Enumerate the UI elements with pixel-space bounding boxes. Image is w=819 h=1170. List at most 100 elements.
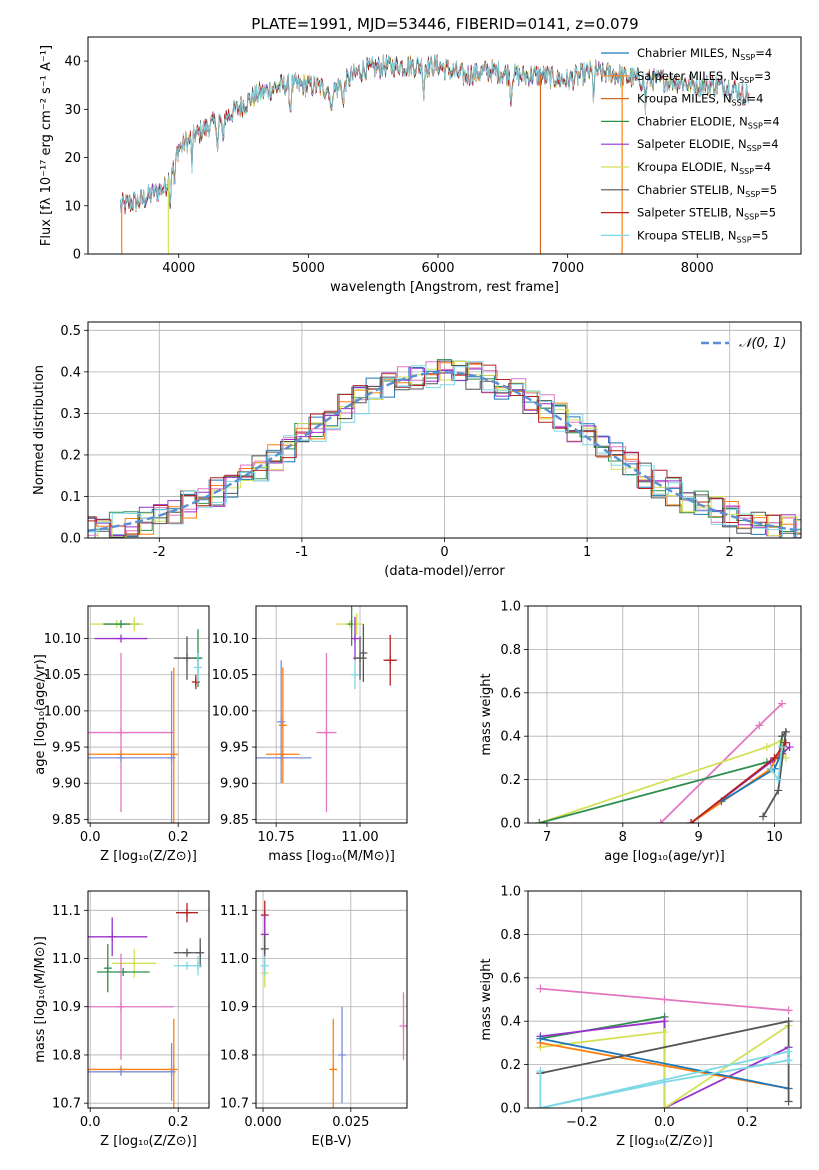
y-tick-label-1: 0.2 [500,1058,521,1073]
residuals-panel: -2 -1 0 1 2 0.0 0.1 0.2 0.3 0.4 0.5 (data-model)/er… [32,321,802,579]
y-tick-label-3: 0.3 [60,407,81,422]
y-axis-label: mass [log₁₀(M/M⊙)] [33,936,48,1063]
errorbar-point-13 [88,1067,174,1076]
mass-vs-metallicity-panel: 0.0 0.2 10.7 10.8 10.9 11.0 11.1 Z [log₁₀(Z/Z⊙)… [33,890,210,1149]
histogram-salpeter-elodie [88,367,801,538]
y-axis-label: age [log₁₀(age/yr)] [33,654,48,775]
errorbar-point-2 [94,634,148,643]
weight-marker-7-0 [536,1067,545,1076]
weight-marker-8-1 [784,1047,793,1056]
weight-line-7 [539,1059,789,1108]
weight-marker-2-1 [660,1017,669,1026]
legend-label-7: Salpeter STELIB, NSSP=5 [637,206,776,222]
errorbar-point-5 [103,944,112,993]
mass-vs-ebv-panel: 0.000 0.025 10.7 10.8 10.9 11.0 11.1 E(B-V) [220,890,408,1149]
errorbar-point-4 [112,948,157,978]
errorbar-point-5 [359,624,368,682]
y-tick-label-1: 9.90 [52,777,81,792]
y-tick-label-5: 1.0 [500,600,521,615]
y-tick-label-2: 0.4 [500,1015,521,1030]
axes-frame [527,605,802,824]
errorbar-point-3 [130,616,139,632]
errorbar-point-9 [88,953,174,1060]
axes-frame [87,36,802,255]
y-tick-label-2: 0.2 [60,448,81,463]
errorbar-point-6 [383,634,397,686]
y-tick-label-1: 10.8 [220,1048,249,1063]
weight-marker-8-0 [536,1104,545,1108]
errorbar-point-3 [196,938,205,968]
x-tick-label-0: 10.75 [258,830,295,845]
y-tick-label-2: 9.95 [52,741,81,756]
y-tick-label-1: 9.90 [220,777,249,792]
weight-marker-7-0 [687,819,696,823]
x-tick-label-0: 0.000 [244,1115,281,1130]
y-tick-label-2: 9.95 [220,741,249,756]
legend-label-5: Kroupa ELODIE, NSSP=4 [637,160,771,176]
weight-marker-6-1 [784,1017,793,1026]
weight-marker-3-3 [785,743,794,752]
x-axis-label: Z [log₁₀(Z/Z⊙)] [616,1134,713,1149]
x-tick-label-0: 4000 [162,261,195,276]
weight-line-1 [539,739,787,823]
y-tick-label-0: 9.85 [220,813,249,828]
legend-label-6: Chabrier STELIB, NSSP=5 [637,183,777,199]
y-tick-label-5: 1.0 [500,885,521,900]
errorbar-point-7 [399,992,407,1060]
errorbar-point-7 [350,660,359,690]
y-tick-label-3: 0.6 [500,971,521,986]
y-tick-label-3: 10.00 [44,704,81,719]
y-tick-label-5: 0.5 [60,324,81,339]
y-tick-label-4: 0.8 [500,928,521,943]
x-axis-label: mass [log₁₀(M/M⊙)] [268,849,395,864]
x-axis-label: E(B-V) [311,1134,351,1149]
histogram-kroupa-stelib [88,361,801,538]
axes-frame [87,321,802,539]
x-tick-label-0: 7 [543,830,551,845]
y-tick-label-3: 11.0 [52,952,81,967]
y-tick-label-3: 11.0 [220,952,249,967]
x-tick-label-1: 8 [619,830,627,845]
y-tick-label-4: 40 [64,55,81,70]
weight-marker-8-0 [766,764,775,773]
weight-marker-7-3 [784,1056,793,1065]
y-tick-label-0: 9.85 [52,813,81,828]
errorbar-point-3 [350,616,359,661]
weight-marker-0-1 [755,721,764,730]
axes-frame [255,605,408,824]
weight-marker-0-0 [656,819,665,823]
y-tick-label-2: 0.4 [500,730,521,745]
x-tick-label-0: 0.0 [80,830,101,845]
spectrum-panel: 4000 5000 6000 7000 8000 0 10 20 30 40 wavelength … [39,36,802,295]
axes-frame [255,890,408,1109]
errorbar-point-8 [88,653,174,813]
weight-line-3 [540,1024,790,1108]
x-tick-label-1: 0.2 [168,830,189,845]
y-axis-label: mass weight [479,673,494,755]
spectrum-line-kroupa-stelib [120,54,750,213]
y-axis-label: Normed distribution [32,365,47,495]
errorbar-point-1 [88,917,148,957]
y-tick-label-4: 0.8 [500,643,521,658]
weight-marker-7-1 [770,753,779,762]
x-tick-label-3: 10 [766,830,783,845]
legend-label-1: Salpeter MILES, NSSP=3 [637,69,771,85]
y-tick-label-0: 10.7 [220,1097,249,1112]
y-tick-label-0: 0.0 [60,532,81,547]
errorbar-point-4 [353,636,367,680]
x-tick-label-2: 0.2 [737,1115,758,1130]
x-tick-label-3: 1 [583,545,591,560]
weight-marker-6-1 [774,786,783,795]
errorbar-point-8 [316,653,337,813]
weight-marker-8-1 [774,775,783,784]
errorbar-point-2 [173,948,201,957]
y-tick-label-4: 11.1 [52,904,81,919]
legend-label-8: Kroupa STELIB, NSSP=5 [637,228,768,244]
y-tick-label-2: 20 [64,151,81,166]
weight-marker-6-0 [759,812,768,821]
weight-line-8 [540,1050,789,1108]
x-tick-label-1: 0.0 [654,1115,675,1130]
weight-marker-6-3 [778,732,787,741]
legend-label-2: Kroupa MILES, NSSP=4 [637,92,763,108]
